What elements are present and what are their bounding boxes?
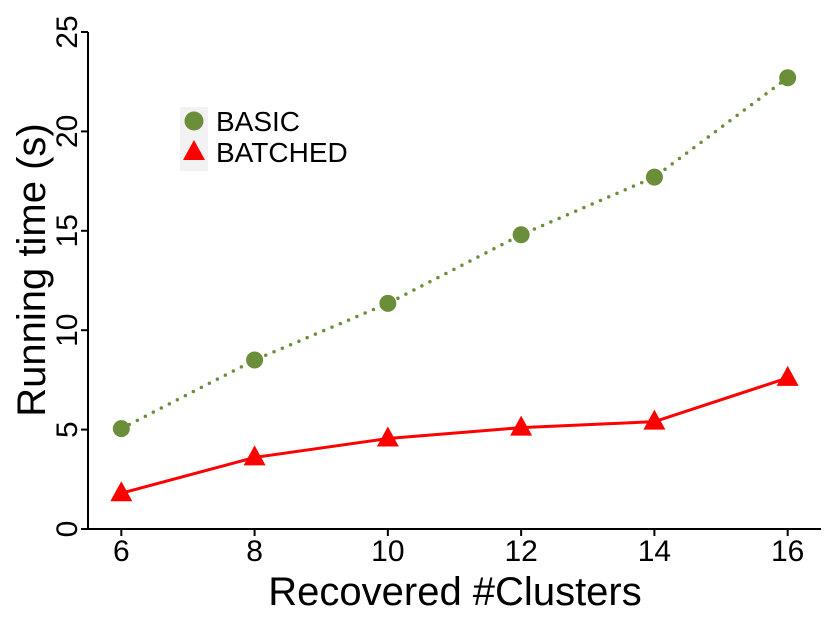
data-point-batched <box>376 426 399 447</box>
data-point-basic <box>779 69 797 87</box>
x-axis-title: Recovered #Clusters <box>268 570 642 614</box>
legend-marker-batched <box>183 140 205 160</box>
x-tick-label: 16 <box>771 535 804 568</box>
x-tick-label: 6 <box>113 535 130 568</box>
data-point-batched <box>643 409 666 430</box>
y-tick-label: 25 <box>51 15 84 48</box>
y-tick-label: 5 <box>51 421 84 438</box>
legend-label-batched: BATCHED <box>216 137 348 168</box>
x-tick-label: 8 <box>246 535 263 568</box>
data-point-basic <box>512 226 530 244</box>
series-line-basic <box>119 75 790 431</box>
x-tick-label: 12 <box>504 535 537 568</box>
data-point-batched <box>776 365 799 386</box>
data-point-basic <box>246 351 264 369</box>
y-axis-ticks: 0 5 10 15 20 25 <box>51 15 88 537</box>
data-point-basic <box>645 168 663 186</box>
data-point-basic <box>379 294 397 312</box>
data-point-batched <box>510 415 533 436</box>
x-axis-ticks: 6 8 10 12 14 16 <box>113 529 804 568</box>
y-axis-title: Running time (s) <box>10 123 54 416</box>
x-tick-label: 10 <box>371 535 404 568</box>
data-point-batched <box>243 445 266 466</box>
x-tick-label: 14 <box>638 535 671 568</box>
legend-marker-basic <box>184 111 204 131</box>
y-tick-label: 15 <box>51 214 84 247</box>
series-layer <box>110 69 799 502</box>
series-line-batched <box>120 376 789 495</box>
y-tick-label: 20 <box>51 115 84 148</box>
y-tick-label: 10 <box>51 314 84 347</box>
legend-label-basic: BASIC <box>216 106 300 137</box>
data-point-batched <box>110 481 133 502</box>
legend: BASIC BATCHED <box>180 106 348 171</box>
y-tick-label: 0 <box>51 521 84 538</box>
data-point-basic <box>112 420 130 438</box>
